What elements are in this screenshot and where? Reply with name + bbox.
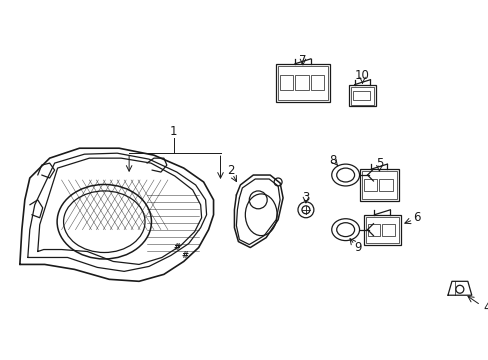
Bar [363,215,401,244]
Bar [348,85,376,107]
Text: 10: 10 [354,69,369,82]
Bar [379,179,392,191]
Bar [275,64,329,102]
Text: 3: 3 [302,192,309,204]
Text: 8: 8 [328,154,336,167]
Bar [279,75,293,90]
Text: 6: 6 [412,211,420,224]
Text: #: # [181,251,188,260]
Text: #: # [173,243,180,252]
Text: 9: 9 [353,241,361,254]
Bar [363,179,377,191]
Text: 7: 7 [299,54,306,67]
Text: 1: 1 [170,125,177,138]
Bar [382,224,394,236]
Bar [350,87,374,104]
Bar [310,75,324,90]
Text: 5: 5 [375,157,382,170]
Bar [295,75,308,90]
Text: 4: 4 [482,301,488,314]
Bar [277,66,327,100]
Text: 2: 2 [226,163,234,176]
Bar [359,169,399,201]
Bar [352,91,370,100]
Bar [361,171,396,199]
Bar [365,217,399,243]
Bar [367,224,380,236]
